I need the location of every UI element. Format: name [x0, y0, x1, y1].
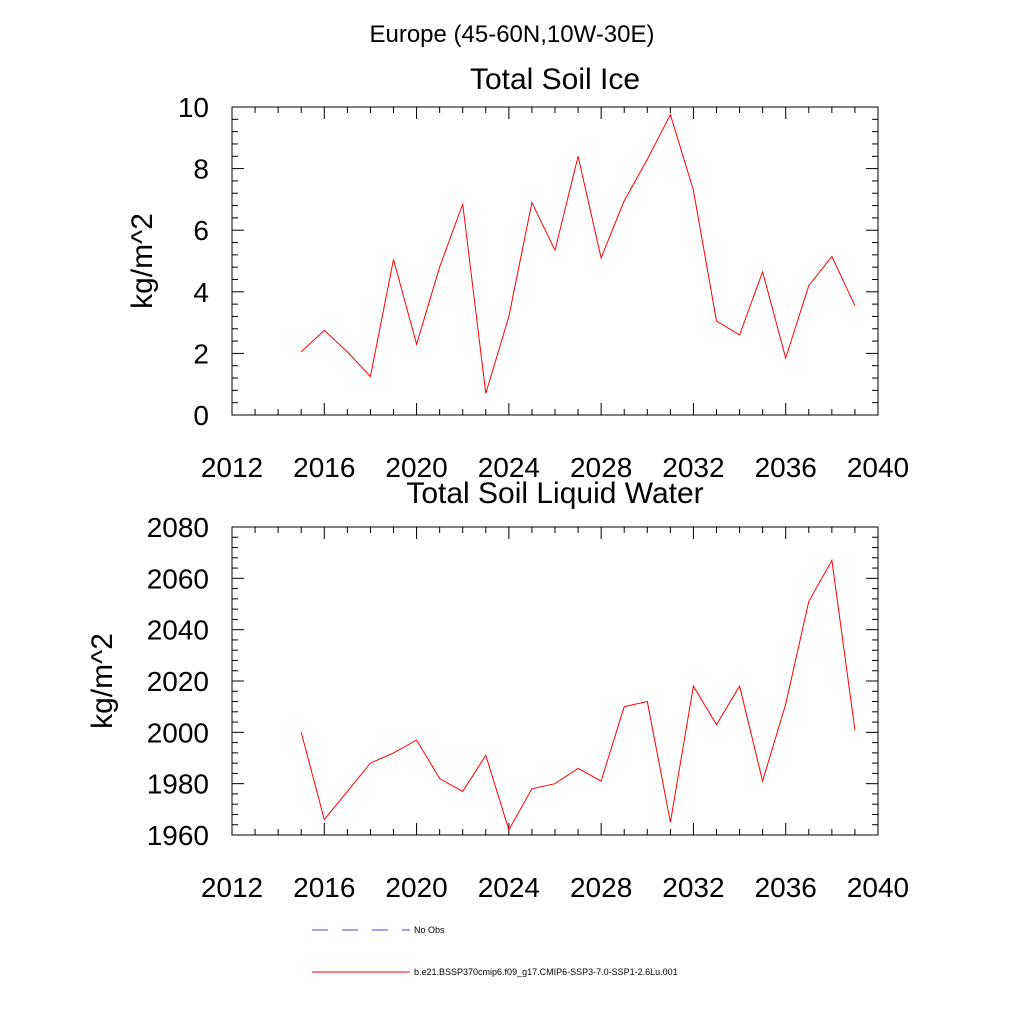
x-tick-label: 2012: [201, 872, 263, 903]
x-tick-label: 2036: [755, 872, 817, 903]
x-tick-label: 2040: [847, 872, 909, 903]
x-tick-label: 2012: [201, 452, 263, 483]
x-tick-label: 2016: [293, 872, 355, 903]
plot-frame: [231, 106, 879, 416]
legend-obs-label: No Obs: [414, 925, 445, 935]
figure-title: Europe (45-60N,10W-30E): [369, 21, 654, 48]
series-line: [300, 113, 856, 394]
x-tick-label: 2016: [293, 452, 355, 483]
x-tick-label: 2020: [385, 452, 447, 483]
x-tick-label: 2028: [570, 452, 632, 483]
y-tick-label: 2080: [147, 512, 209, 543]
y-tick-label: 2060: [147, 563, 209, 594]
legend: No Obs b.e21.BSSP370cmip6.f09_g17.CMIP6-…: [312, 925, 678, 977]
panel-total-soil-ice: Total Soil Ice kg/m^2 2012 2016 2020 2024 20…: [126, 63, 909, 483]
x-tick-label: 2032: [662, 872, 724, 903]
y-tick-label: 2020: [147, 666, 209, 697]
panel-title: Total Soil Liquid Water: [406, 477, 703, 510]
plot-frame: [231, 526, 879, 836]
y-tick-label: 6: [193, 215, 209, 246]
x-tick-label: 2032: [662, 452, 724, 483]
x-tick-label: 2024: [478, 872, 540, 903]
x-tick-label: 2028: [570, 872, 632, 903]
y-tick-label: 4: [193, 277, 209, 308]
x-tick-label: 2020: [385, 872, 447, 903]
y-tick-label: 8: [193, 154, 209, 185]
x-tick-label: 2040: [847, 452, 909, 483]
panel-title: Total Soil Ice: [470, 63, 640, 96]
y-tick-label: 0: [193, 400, 209, 431]
y-tick-label: 1980: [147, 769, 209, 800]
y-tick-label: 2040: [147, 615, 209, 646]
x-tick-label: 2024: [478, 452, 540, 483]
y-axis-label: kg/m^2: [126, 213, 159, 309]
y-tick-label: 10: [178, 92, 209, 123]
series-line: [300, 558, 856, 832]
y-axis-label: kg/m^2: [86, 633, 119, 729]
y-tick-label: 1960: [147, 820, 209, 851]
panel-total-soil-liquid-water: Total Soil Liquid Water kg/m^2 2012 2016 2…: [86, 477, 909, 903]
y-tick-label: 2: [193, 338, 209, 369]
x-tick-label: 2036: [755, 452, 817, 483]
y-tick-label: 2000: [147, 717, 209, 748]
legend-model-label: b.e21.BSSP370cmip6.f09_g17.CMIP6-SSP3-7.…: [414, 967, 678, 977]
